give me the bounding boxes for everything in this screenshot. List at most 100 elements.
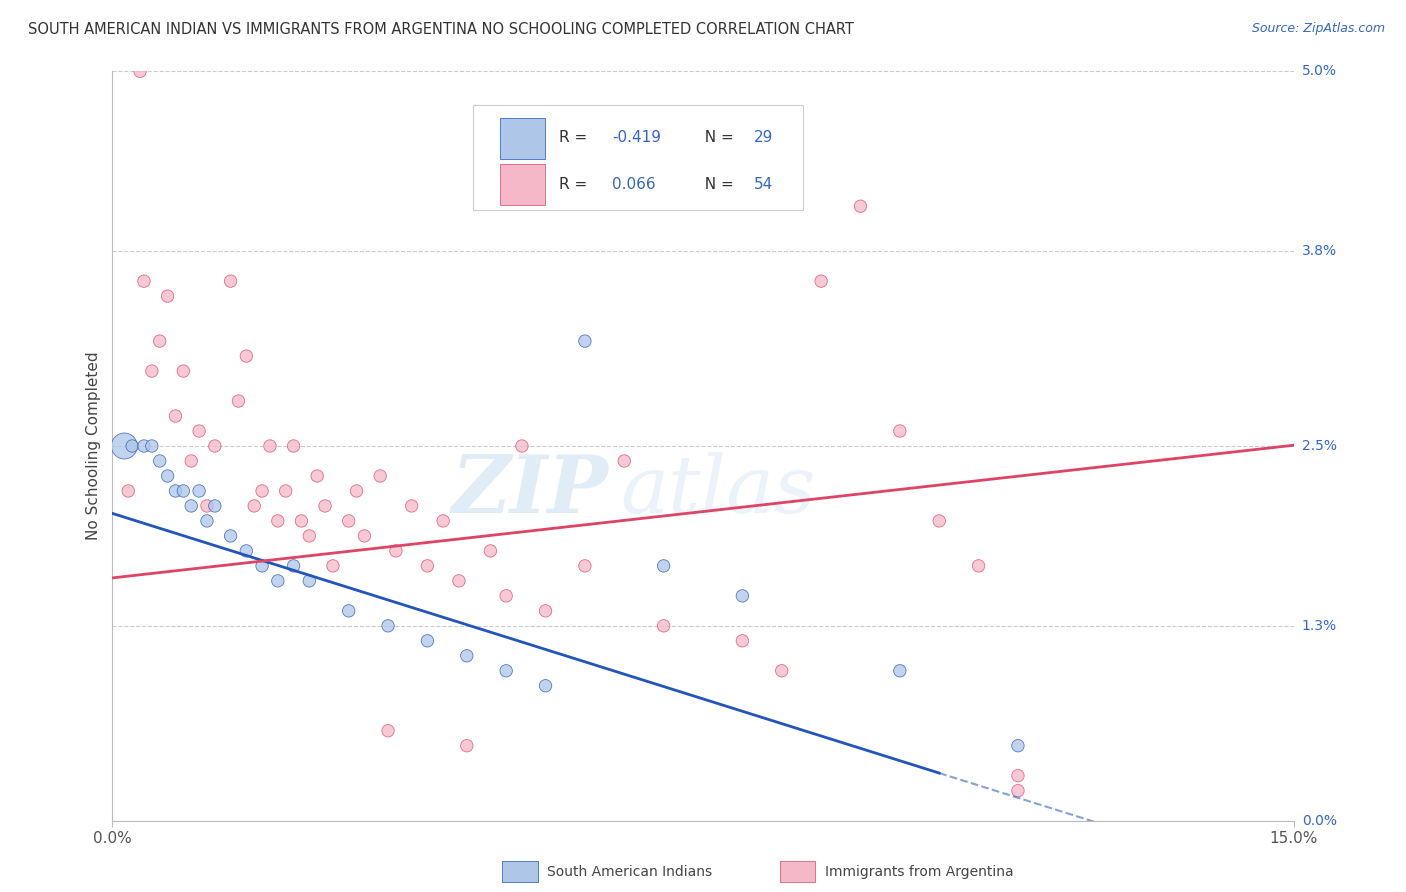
Point [416, 633, 439, 648]
Text: 2.5%: 2.5% [1302, 439, 1337, 453]
Point [267, 574, 290, 588]
Text: Immigrants from Argentina: Immigrants from Argentina [825, 864, 1014, 879]
Text: R =: R = [560, 130, 592, 145]
Point [298, 574, 321, 588]
Point [188, 424, 211, 438]
Text: R =: R = [560, 177, 592, 192]
Point [337, 514, 360, 528]
Point [510, 439, 533, 453]
Point [283, 558, 305, 573]
Point [149, 454, 172, 468]
Point [377, 723, 399, 738]
Point [652, 619, 675, 633]
Text: South American Indians: South American Indians [547, 864, 713, 879]
Point [456, 739, 478, 753]
Point [849, 199, 872, 213]
Text: 54: 54 [754, 177, 773, 192]
Point [770, 664, 793, 678]
Point [322, 558, 344, 573]
Point [385, 544, 408, 558]
Point [165, 483, 187, 498]
Point [204, 499, 226, 513]
Point [731, 589, 754, 603]
Point [574, 334, 596, 348]
Text: SOUTH AMERICAN INDIAN VS IMMIGRANTS FROM ARGENTINA NO SCHOOLING COMPLETED CORREL: SOUTH AMERICAN INDIAN VS IMMIGRANTS FROM… [28, 22, 853, 37]
Point [1007, 769, 1029, 783]
Text: N =: N = [695, 177, 738, 192]
Point [129, 64, 152, 78]
Point [574, 558, 596, 573]
Point [188, 483, 211, 498]
Text: 0.066: 0.066 [612, 177, 655, 192]
Point [149, 334, 172, 348]
Point [1007, 739, 1029, 753]
Text: 3.8%: 3.8% [1302, 244, 1337, 258]
Text: N =: N = [695, 130, 738, 145]
Point [416, 558, 439, 573]
Point [346, 483, 368, 498]
Point [889, 424, 911, 438]
Point [180, 499, 202, 513]
Point [228, 394, 250, 409]
Point [731, 633, 754, 648]
Point [432, 514, 454, 528]
Text: 0.0%: 0.0% [1302, 814, 1337, 828]
Point [652, 558, 675, 573]
Point [219, 529, 242, 543]
Point [353, 529, 375, 543]
Point [132, 439, 155, 453]
FancyBboxPatch shape [501, 118, 544, 159]
Point [250, 483, 273, 498]
Point [479, 544, 502, 558]
Point [250, 558, 273, 573]
Point [165, 409, 187, 423]
Point [235, 544, 257, 558]
Point [447, 574, 470, 588]
Text: ZIP: ZIP [451, 452, 609, 530]
Point [401, 499, 423, 513]
Point [534, 604, 557, 618]
Point [456, 648, 478, 663]
Point [267, 514, 290, 528]
Point [204, 439, 226, 453]
Point [121, 439, 143, 453]
Point [889, 664, 911, 678]
Point [172, 364, 194, 378]
Text: 29: 29 [754, 130, 773, 145]
Point [314, 499, 336, 513]
Point [613, 454, 636, 468]
Point [243, 499, 266, 513]
Text: Source: ZipAtlas.com: Source: ZipAtlas.com [1251, 22, 1385, 36]
FancyBboxPatch shape [472, 105, 803, 210]
Point [810, 274, 832, 288]
Text: atlas: atlas [620, 452, 815, 530]
Point [495, 589, 517, 603]
Point [495, 664, 517, 678]
Point [534, 679, 557, 693]
Point [112, 439, 135, 453]
Point [172, 483, 194, 498]
Point [692, 169, 714, 184]
Point [1007, 783, 1029, 797]
Point [141, 364, 163, 378]
Text: 5.0%: 5.0% [1302, 64, 1337, 78]
Point [967, 558, 990, 573]
FancyBboxPatch shape [501, 164, 544, 205]
Text: -0.419: -0.419 [612, 130, 661, 145]
Point [368, 469, 391, 483]
Point [195, 514, 218, 528]
Point [337, 604, 360, 618]
Point [259, 439, 281, 453]
Point [141, 439, 163, 453]
Point [290, 514, 312, 528]
Point [117, 483, 139, 498]
Point [156, 289, 179, 303]
Point [274, 483, 297, 498]
Point [283, 439, 305, 453]
Point [928, 514, 950, 528]
Point [132, 274, 155, 288]
Y-axis label: No Schooling Completed: No Schooling Completed [86, 351, 101, 541]
Point [377, 619, 399, 633]
Text: 1.3%: 1.3% [1302, 619, 1337, 632]
Point [156, 469, 179, 483]
